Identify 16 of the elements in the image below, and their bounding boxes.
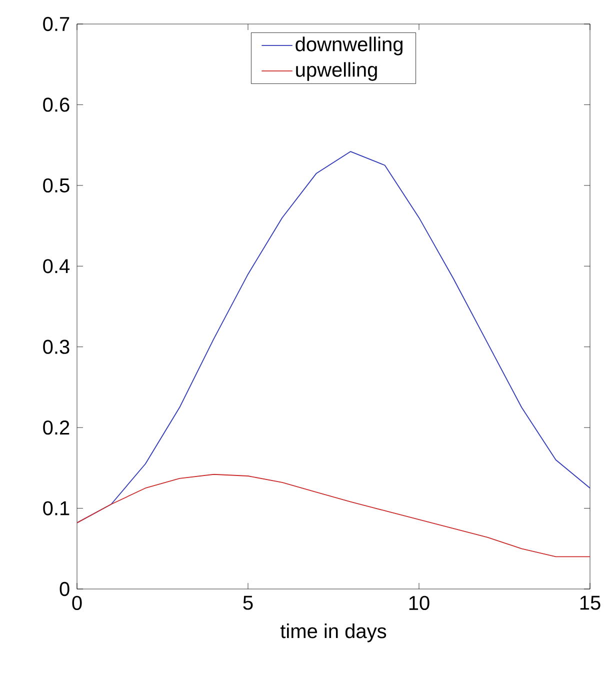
x-tick-label: 10 bbox=[409, 596, 430, 610]
x-tick-label: 0 bbox=[72, 596, 82, 610]
legend-label: upwelling bbox=[296, 62, 377, 81]
y-tick-label: 0.4 bbox=[43, 259, 70, 274]
y-tick-label: 0.7 bbox=[43, 16, 70, 32]
y-tick-label: 0.2 bbox=[43, 420, 70, 435]
y-tick-label: 0.6 bbox=[43, 98, 70, 112]
line-series bbox=[77, 474, 590, 558]
x-tick-label: 5 bbox=[243, 596, 253, 610]
y-tick-label: 0 bbox=[60, 582, 70, 596]
legend-label: downwelling bbox=[296, 36, 402, 56]
x-axis-title: time in days bbox=[280, 624, 386, 642]
y-tick-label: 0.1 bbox=[43, 501, 70, 516]
y-tick-label: 0.5 bbox=[43, 178, 70, 192]
y-tick-label: 0.3 bbox=[43, 340, 70, 354]
x-tick-label: 15 bbox=[580, 596, 600, 610]
